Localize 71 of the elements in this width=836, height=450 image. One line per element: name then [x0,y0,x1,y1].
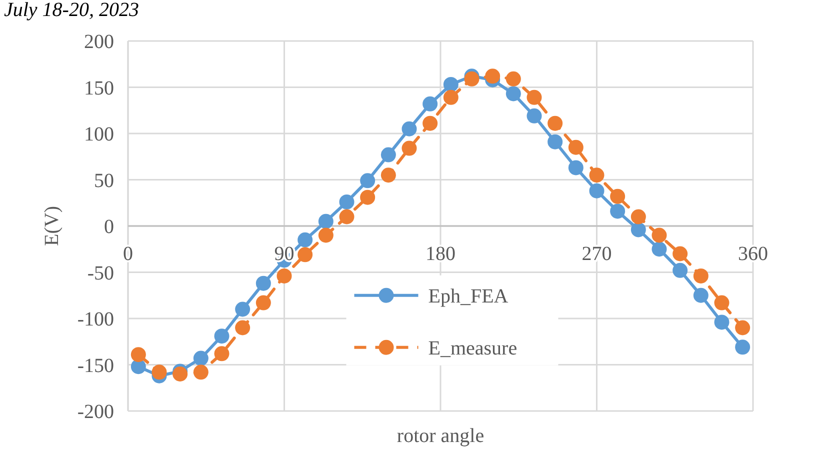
point [672,246,688,262]
x-tick-label: 360 [738,243,768,265]
point [589,168,604,183]
point [693,288,708,303]
point [672,262,688,278]
y-tick-label: 0 [104,216,114,238]
point [360,173,376,188]
point [443,76,458,92]
point [422,116,438,131]
point [380,168,396,183]
point [630,209,646,224]
point [568,160,584,176]
y-tick-label: 50 [94,170,114,192]
y-tick-label: -150 [77,354,114,377]
point [610,204,626,219]
point [380,147,396,162]
point [422,96,438,112]
x-tick-label: 180 [426,243,456,265]
point [172,366,188,382]
point [735,340,750,355]
point [568,140,584,155]
point [693,268,708,284]
point [589,183,604,198]
point [526,90,542,105]
y-tick-label: -50 [87,262,114,284]
point [652,228,667,243]
point [506,71,521,86]
x-tick-label: 270 [582,243,612,265]
point [256,295,271,310]
point [630,222,646,238]
point [610,188,626,204]
point [360,190,376,205]
point [548,116,563,131]
point [443,90,458,105]
y-tick-label: 100 [84,124,114,146]
point [298,232,313,248]
point [235,320,250,336]
point [276,268,292,284]
point [152,364,167,380]
point [339,194,354,210]
point [339,209,354,224]
point [256,276,271,291]
point [485,68,500,84]
point [526,108,542,124]
y-tick-label: 200 [84,31,114,53]
x-axis-title: rotor angle [396,425,484,447]
x-tick-label: 0 [123,243,133,265]
point [402,140,417,156]
point [235,302,250,317]
y-tick-label: -100 [77,308,114,330]
point [318,214,334,229]
point [193,364,208,380]
point [652,242,667,257]
point [714,295,730,310]
point [130,347,146,362]
y-axis-title: E(V) [41,206,63,246]
point [506,86,521,102]
point [402,121,417,136]
point [214,346,230,362]
point [214,328,230,344]
point [735,320,750,336]
point [318,228,334,243]
legend-label: E_measure [428,337,518,360]
y-tick-label: -200 [77,401,114,423]
point [714,314,730,330]
legend-label: Eph_FEA [428,285,509,308]
text: July 18-20, 2023 [4,0,139,21]
point [193,350,208,366]
point [298,247,313,262]
point [548,134,563,150]
y-tick-label: 150 [84,77,114,100]
